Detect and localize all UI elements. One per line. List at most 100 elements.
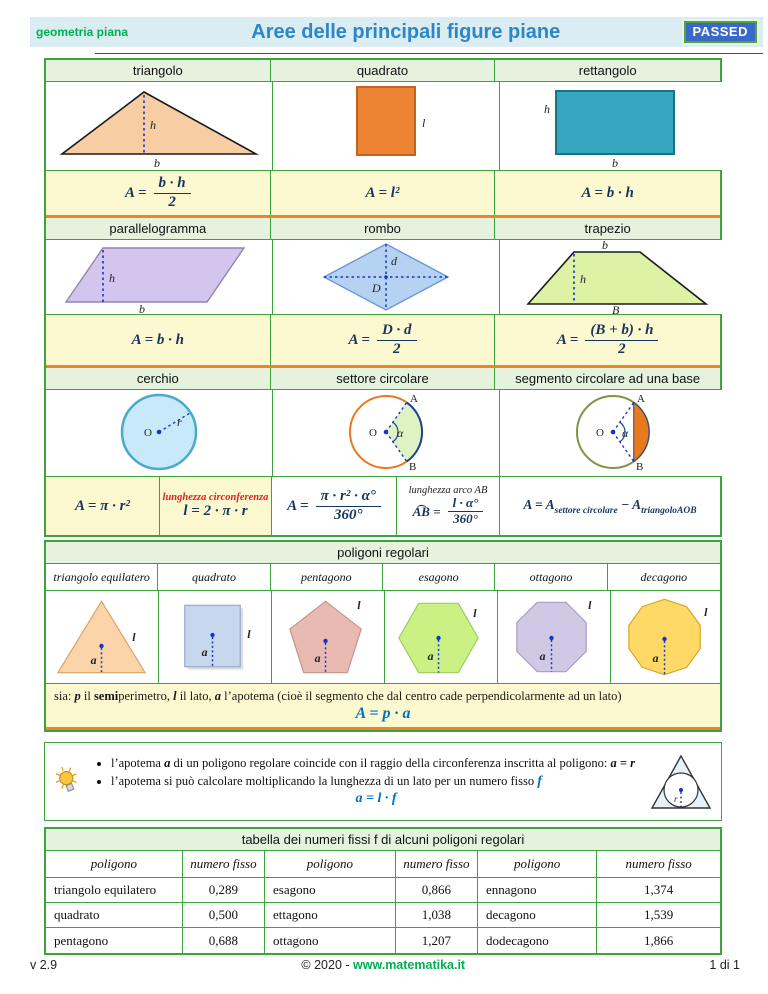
label-h: h [544,102,550,116]
label-O: O [596,427,604,439]
formula-rettangolo: A = b · h [581,184,634,201]
label-a: a [315,651,321,665]
col-poligono: poligono [478,851,598,878]
label-a: a [540,649,546,663]
passed-badge: PASSED [683,21,757,43]
formula-cerchio: A = π · r² [46,477,160,535]
note-apothem-fixed-number: l’apotema si può calcolare moltiplicando… [111,774,641,807]
circular-sector-figure: O α A B [273,390,500,476]
label-l: l [588,598,592,612]
rectangle-figure: h b [500,82,726,170]
notes-text: l’apotema a di un poligono regolare coin… [89,753,641,810]
square-polygon-figure: a l [159,591,272,683]
label-h: h [150,118,156,132]
col-poligono: poligono [265,851,396,878]
square-figure: l [273,82,500,170]
polygon-area-formula: A = p · a [355,705,411,722]
label-a: a [428,649,434,663]
label-b: b [154,156,160,170]
cell-poligono: pentagono [46,928,183,953]
label-b: b [139,302,145,314]
label-D: D [371,281,381,295]
cell-numero: 0,500 [182,903,266,928]
cell-numero: 0,866 [395,878,478,903]
label-O: O [144,427,152,439]
polygon-names-row: triangolo equilatero quadrato pentagono … [46,564,720,591]
apothem-definition-row: sia: p il semiperimetro, l il lato, a l’… [46,683,720,730]
table-row: pentagono 0,688 ottagono 1,207 dodecagon… [46,928,720,953]
label-a: a [653,651,659,665]
octagon-figure: a l [498,591,611,683]
fixed-table-header: poligono numero fisso poligono numero fi… [46,851,720,878]
apothem-notes-box: l’apotema a di un poligono regolare coin… [44,742,722,821]
decagon-figure: a l [611,591,723,683]
table-row: quadrato 0,500 ettagono 1,038 decagono 1… [46,903,720,928]
header-rombo: rombo [271,218,496,239]
table-row: triangolo equilatero 0,289 esagono 0,866… [46,878,720,903]
lightbulb-icon [45,765,89,799]
formula-parallelogramma: A = b · h [46,315,271,365]
label-A: A [410,393,418,405]
col-numero-fisso: numero fisso [395,851,478,878]
page-number: 1 di 1 [709,958,740,972]
label-A: A [637,393,645,405]
label-l: l [473,606,477,620]
fixed-table-title: tabella dei numeri fissi f di alcuni pol… [46,829,720,851]
header-divider [95,53,763,54]
cell-numero: 1,374 [597,878,720,903]
row2-shapes: h b d D b h B [46,240,726,314]
cell-poligono: quadrato [46,903,183,928]
name-ottagono: ottagono [495,564,608,591]
header-segmento: segmento circolare ad una base [515,371,701,386]
cell-numero: 0,289 [182,878,266,903]
note-apothem-radius: l’apotema a di un poligono regolare coin… [111,756,641,771]
row1-headers: triangolo quadrato rettangolo [46,60,720,82]
label-alpha: α [622,426,629,440]
header-cerchio: cerchio [46,368,271,389]
polygon-shapes-row: a l a l a l [46,591,720,683]
cell-numero: 1,207 [396,928,478,953]
name-pentagono: pentagono [270,564,383,591]
rhombus-figure: d D [273,240,500,314]
cell-numero: 1,539 [597,903,720,928]
row3-shapes: O r O α A B [46,390,726,476]
name-esagono: esagono [383,564,496,591]
header-parallelogramma: parallelogramma [46,218,271,239]
cell-poligono: triangolo equilatero [46,878,183,903]
row2-headers: parallelogramma rombo trapezio [46,218,720,240]
parallelogram-figure: h b [46,240,273,314]
website-link[interactable]: www.matematika.it [353,958,466,972]
fixed-numbers-table: tabella dei numeri fissi f di alcuni pol… [44,827,722,955]
col-poligono: poligono [46,851,183,878]
name-decagono: decagono [607,564,720,591]
header-settore: settore circolare [271,368,496,389]
label-B: B [636,461,643,473]
row3-headers: cerchio settore circolare segmento circo… [46,368,720,390]
label-alpha: α [397,426,404,440]
cell-poligono: dodecagono [478,928,598,953]
label-h: h [109,271,115,285]
label-b: b [602,240,608,252]
polygons-title: poligoni regolari [46,542,720,564]
label-l: l [357,598,361,612]
cell-poligono: ennagono [478,878,598,903]
cell-poligono: decagono [478,903,598,928]
label-a: a [91,653,97,667]
page-header: geometria piana Aree delle principali fi… [30,17,763,47]
col-numero-fisso: numero fisso [597,851,720,878]
main-figures-table: triangolo quadrato rettangolo h b l h b [44,58,726,537]
label-l: l [704,605,708,619]
trapezoid-figure: b h B [500,240,726,314]
circular-segment-figure: O α A B [500,390,726,476]
cell-numero: 0,688 [183,928,266,953]
pentagon-figure: a l [272,591,385,683]
equilateral-triangle-figure: a l [46,591,159,683]
label-B: B [612,303,620,314]
page-title: Aree delle principali figure piane [251,20,561,43]
formula-settore: A = π · r² · α° 360° [272,477,397,535]
cell-poligono: ottagono [265,928,396,953]
header-quadrato: quadrato [271,60,496,81]
